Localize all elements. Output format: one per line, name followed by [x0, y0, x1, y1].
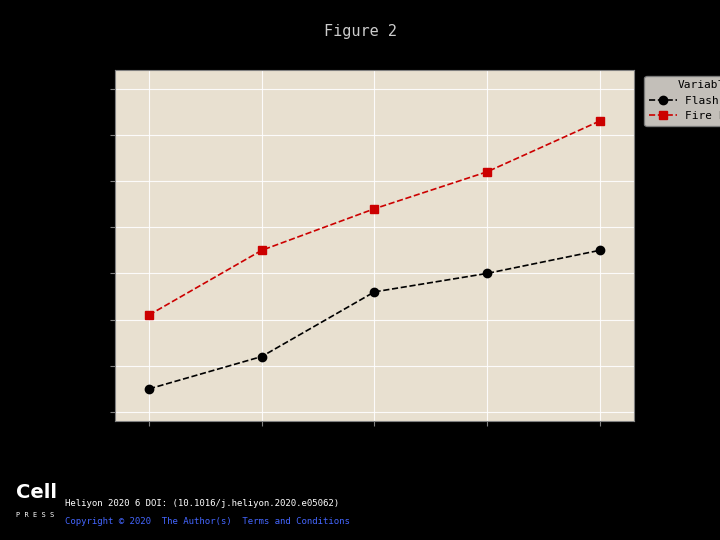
Text: Heliyon 2020 6 DOI: (10.1016/j.heliyon.2020.e05062): Heliyon 2020 6 DOI: (10.1016/j.heliyon.2… [65, 498, 339, 508]
Text: Copyright © 2020  The Author(s)  Terms and Conditions: Copyright © 2020 The Author(s) Terms and… [65, 517, 350, 526]
Text: P R E S S: P R E S S [16, 512, 54, 518]
Y-axis label: Flash point, Fire point: Flash point, Fire point [67, 159, 80, 332]
X-axis label: Conc. of Acid (m/L): Conc. of Acid (m/L) [303, 447, 446, 460]
Text: Figure 2: Figure 2 [323, 24, 397, 39]
Text: Cell: Cell [16, 483, 57, 502]
Legend: Flash Point, Fire Point: Flash Point, Fire Point [644, 76, 720, 126]
